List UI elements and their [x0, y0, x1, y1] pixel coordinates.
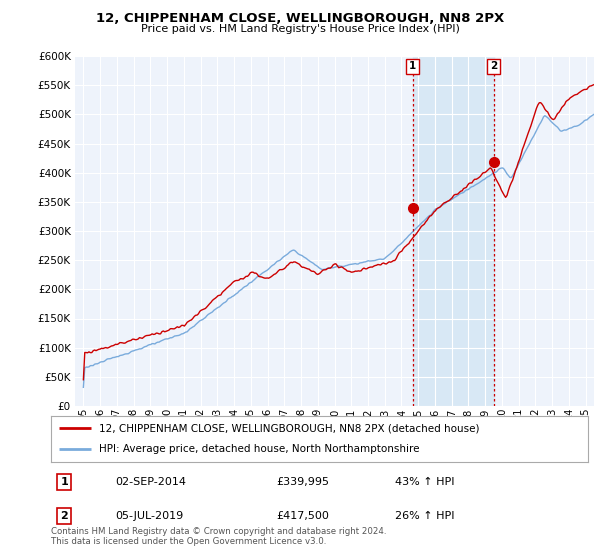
Text: 1: 1	[409, 61, 416, 71]
Text: 12, CHIPPENHAM CLOSE, WELLINGBOROUGH, NN8 2PX (detached house): 12, CHIPPENHAM CLOSE, WELLINGBOROUGH, NN…	[100, 423, 480, 433]
Text: 26% ↑ HPI: 26% ↑ HPI	[395, 511, 454, 521]
Text: 43% ↑ HPI: 43% ↑ HPI	[395, 477, 454, 487]
Text: 2: 2	[61, 511, 68, 521]
Bar	[413, 56, 494, 406]
Text: £339,995: £339,995	[277, 477, 329, 487]
Text: 1: 1	[61, 477, 68, 487]
Text: 12, CHIPPENHAM CLOSE, WELLINGBOROUGH, NN8 2PX: 12, CHIPPENHAM CLOSE, WELLINGBOROUGH, NN…	[96, 12, 504, 25]
Text: 02-SEP-2014: 02-SEP-2014	[115, 477, 187, 487]
Text: £417,500: £417,500	[277, 511, 329, 521]
Text: Contains HM Land Registry data © Crown copyright and database right 2024.
This d: Contains HM Land Registry data © Crown c…	[51, 526, 386, 546]
Text: HPI: Average price, detached house, North Northamptonshire: HPI: Average price, detached house, Nort…	[100, 445, 420, 455]
Text: Price paid vs. HM Land Registry's House Price Index (HPI): Price paid vs. HM Land Registry's House …	[140, 24, 460, 34]
Text: 2: 2	[490, 61, 497, 71]
Text: 05-JUL-2019: 05-JUL-2019	[115, 511, 184, 521]
